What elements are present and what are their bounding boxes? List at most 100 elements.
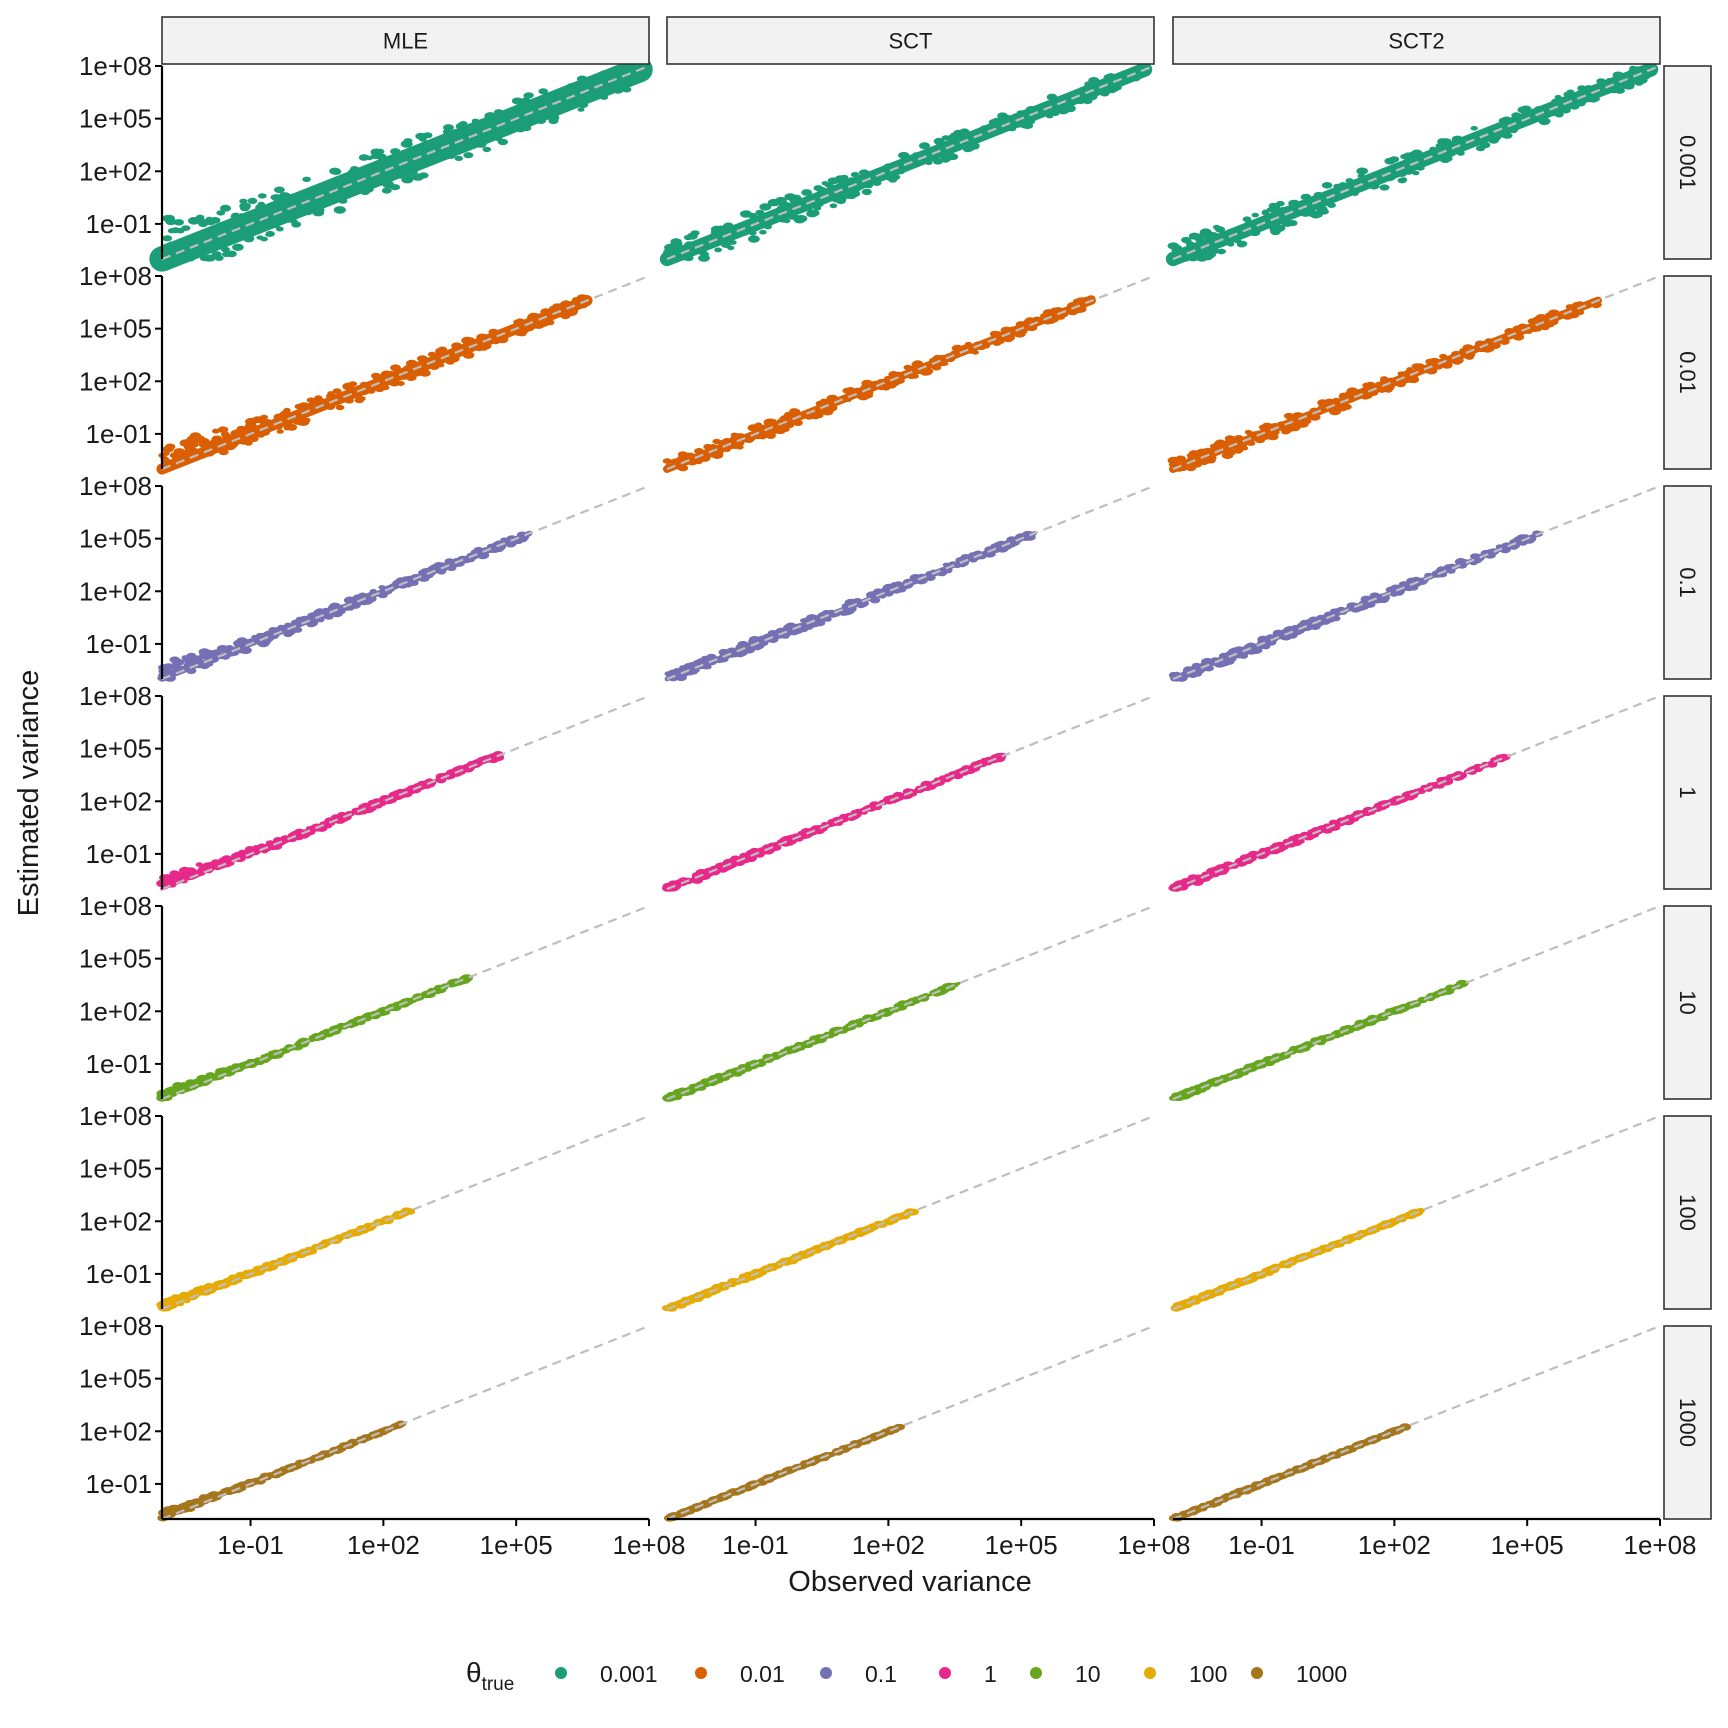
data-point: [306, 397, 316, 403]
panel-sct-0-01: [662, 274, 1155, 473]
data-point: [748, 235, 760, 243]
data-point: [178, 866, 191, 875]
identity-line: [1172, 64, 1661, 261]
panels-layer: [149, 56, 1661, 1522]
data-point: [1251, 212, 1260, 218]
data-points: [156, 751, 505, 888]
data-point: [257, 193, 267, 199]
data-point: [302, 417, 311, 423]
identity-line: [666, 64, 1155, 261]
data-point: [1221, 451, 1234, 460]
panel-mle-0-01: [156, 274, 650, 475]
data-point: [365, 155, 374, 161]
data-point: [850, 171, 860, 178]
data-point: [419, 136, 427, 142]
data-point: [1242, 216, 1252, 222]
data-point: [1437, 138, 1448, 145]
data-point: [172, 658, 185, 667]
data-point: [729, 240, 737, 245]
identity-line: [161, 904, 650, 1101]
data-point: [759, 229, 767, 235]
identity-line: [1172, 694, 1661, 891]
data-point: [842, 387, 853, 394]
data-point: [454, 155, 463, 161]
data-point: [212, 428, 220, 434]
data-point: [714, 247, 722, 253]
data-point: [274, 186, 285, 194]
data-point: [418, 172, 429, 179]
data-point: [195, 214, 205, 220]
data-point: [239, 202, 251, 210]
data-point: [163, 214, 175, 222]
data-point: [1356, 167, 1368, 175]
data-point: [759, 203, 772, 211]
data-point: [683, 234, 693, 241]
data-point: [789, 408, 800, 415]
data-point: [801, 189, 813, 196]
data-point: [265, 230, 275, 237]
data-point: [1379, 184, 1390, 191]
data-point: [463, 152, 474, 159]
data-point: [396, 381, 405, 386]
data-point: [221, 251, 231, 257]
data-point: [947, 153, 959, 160]
panel-mle-100: [156, 1114, 650, 1312]
data-point: [205, 1283, 213, 1288]
data-point: [1236, 241, 1247, 248]
identity-line: [161, 1114, 650, 1311]
data-point: [1268, 202, 1279, 209]
data-point: [219, 204, 232, 212]
data-point: [1283, 428, 1292, 434]
data-point: [276, 429, 284, 434]
identity-line: [161, 64, 650, 261]
panel-sct2-1: [1168, 694, 1661, 892]
data-point: [1212, 224, 1221, 230]
data-point: [1273, 224, 1286, 232]
data-point: [670, 238, 682, 246]
data-point: [829, 203, 838, 209]
panel-sct-0-001: [659, 61, 1155, 267]
data-point: [1470, 126, 1478, 131]
data-point: [204, 217, 217, 226]
panel-sct2-0-001: [1165, 62, 1661, 267]
data-point: [698, 254, 710, 262]
data-point: [405, 174, 415, 181]
data-point: [1226, 435, 1237, 443]
panel-mle-1: [156, 694, 650, 891]
data-point: [327, 391, 335, 396]
identity-line: [161, 484, 650, 681]
data-point: [1319, 208, 1329, 215]
data-point: [348, 381, 358, 387]
data-point: [165, 446, 174, 452]
identity-line: [161, 274, 650, 471]
data-point: [257, 201, 265, 207]
data-point: [329, 167, 341, 175]
data-point: [690, 230, 700, 236]
data-point: [1188, 232, 1201, 240]
data-point: [275, 226, 284, 232]
data-point: [195, 435, 205, 442]
data-point: [171, 227, 181, 233]
data-point: [1262, 209, 1270, 215]
panel-sct-0-1: [664, 484, 1155, 682]
data-point: [403, 138, 413, 144]
data-point: [239, 198, 248, 204]
panel-sct-100: [662, 1114, 1155, 1312]
data-point: [861, 188, 872, 196]
data-point: [511, 97, 524, 105]
panel-mle-10: [156, 904, 650, 1102]
identity-line: [666, 694, 1155, 891]
identity-line: [1172, 274, 1661, 471]
data-point: [770, 199, 781, 206]
data-point: [1412, 170, 1420, 176]
identity-line: [1172, 1114, 1661, 1311]
data-point: [333, 206, 346, 214]
data-point: [1181, 237, 1192, 244]
data-point: [247, 197, 258, 204]
data-point: [236, 426, 245, 433]
identity-line: [1172, 904, 1661, 1101]
data-point: [332, 388, 342, 394]
identity-line: [666, 484, 1155, 681]
data-point: [244, 440, 253, 446]
